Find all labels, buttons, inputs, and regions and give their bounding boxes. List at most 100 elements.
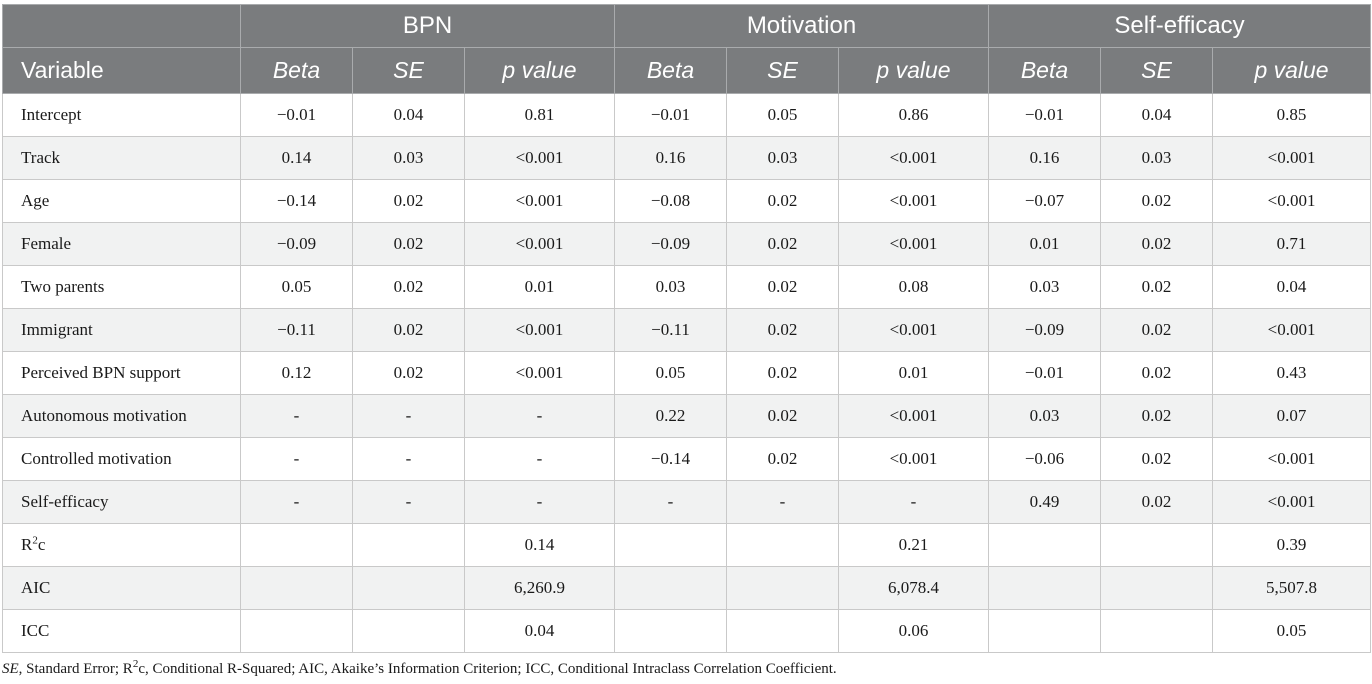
table-cell [240,609,353,653]
table-cell: −0.09 [988,308,1102,352]
table-cell: 0.02 [352,265,465,309]
table-cell: 0.03 [726,136,840,180]
table-cell [614,523,728,567]
table-cell: −0.06 [988,437,1102,481]
table-cell: 0.16 [614,136,728,180]
table-row: Controlled motivation - - - −0.14 0.02 <0.001−… [2,437,1372,481]
table-cell: 0.06 [838,609,990,653]
table-cell: 5,507.8 [1212,566,1372,610]
table-cell: 0.02 [726,437,840,481]
row-label-superscript: 2 [32,534,38,547]
table-cell: <0.001 [838,437,990,481]
table-cell: <0.001 [838,308,990,352]
table-cell: 0.02 [726,308,840,352]
table-cell: −0.09 [614,222,728,266]
table-cell: −0.09 [240,222,353,266]
table-cell: - [240,437,353,481]
table-cell: <0.001 [1212,437,1372,481]
table-cell: - [614,480,728,524]
table-row: Two parents 0.05 0.02 0.01 0.03 0.02 0.08 0.03 0… [2,265,1372,309]
table-cell: - [352,394,465,438]
row-label: Autonomous motivation [2,394,241,438]
table-cell: - [463,480,616,524]
table-footnote: SE, Standard Error; R2c, Conditional R-S… [2,659,837,678]
table-cell: −0.01 [988,351,1102,395]
p-value-column-header: p value [838,47,990,94]
table-row: Perceived BPN support 0.12 0.02 <0.001 0.05 0… [2,351,1372,395]
table-cell: 0.81 [463,93,616,137]
table-cell: <0.001 [838,179,990,223]
table-cell: <0.001 [1212,179,1372,223]
table-cell: 6,260.9 [463,566,616,610]
table-cell: 0.04 [1212,265,1372,309]
footnote-se-abbr: SE [2,661,19,677]
table-cell: 0.86 [838,93,990,137]
table-cell: 0.03 [988,265,1102,309]
row-label: Two parents [2,265,241,309]
table-cell: 0.04 [352,93,465,137]
table-cell: <0.001 [838,136,990,180]
table-cell: 0.12 [240,351,353,395]
table-row: Track 0.14 0.03 <0.001 0.16 0.03 <0.001 0.16 0.0… [2,136,1372,180]
table-cell: <0.001 [463,222,616,266]
table-row: Female −0.09 0.02 <0.001 −0.09 0.02 <0.001 0.01… [2,222,1372,266]
table-cell: <0.001 [1212,480,1372,524]
beta-column-header: Beta [988,47,1102,94]
table-cell: 0.07 [1212,394,1372,438]
row-label: Female [2,222,241,266]
table-cell: −0.08 [614,179,728,223]
table-row: Autonomous motivation - - -0.22 0.02 <0.001 0.… [2,394,1372,438]
table-cell: <0.001 [838,222,990,266]
table-cell: 0.03 [988,394,1102,438]
table-cell: 0.02 [726,394,840,438]
table-cell: 0.02 [726,222,840,266]
table-cell: 6,078.4 [838,566,990,610]
table-cell: 0.02 [726,351,840,395]
table-cell: 0.05 [240,265,353,309]
table-cell: 0.02 [352,351,465,395]
table-cell [1100,609,1214,653]
se-column-header: SE [352,47,465,94]
table-cell: - [838,480,990,524]
p-value-column-header: p value [463,47,616,94]
table-cell [614,566,728,610]
table-cell: 0.14 [463,523,616,567]
table-body: Intercept −0.01 0.04 0.81 −0.01 0.05 0.86 −0.01… [2,93,1372,653]
table-cell: 0.04 [463,609,616,653]
table-cell: 0.03 [614,265,728,309]
table-cell [1100,566,1214,610]
table-cell [988,566,1102,610]
table-cell: - [463,394,616,438]
beta-column-header: Beta [240,47,353,94]
table-cell [614,609,728,653]
table-cell [352,609,465,653]
table-cell: - [352,480,465,524]
table-cell: 0.03 [352,136,465,180]
table-cell [988,609,1102,653]
table-cell [726,566,840,610]
table-cell: 0.02 [726,265,840,309]
table-cell: <0.001 [838,394,990,438]
table-row: R2c 0.14 0.21 0.39 [2,523,1372,567]
table-cell: 0.02 [352,308,465,352]
table-row: ICC 0.04 0.06 0.05 [2,609,1372,653]
table-cell: 0.05 [726,93,840,137]
row-label-text: c [37,535,46,554]
row-label: Immigrant [2,308,241,352]
row-label: R2c [2,523,241,567]
row-label: Controlled motivation [2,437,241,481]
table-cell: - [352,437,465,481]
row-label: Self-efficacy [2,480,241,524]
table-row: Immigrant −0.11 0.02 <0.001 −0.11 0.02 <0.001−… [2,308,1372,352]
table-cell: −0.01 [614,93,728,137]
table-cell: 0.02 [1100,308,1214,352]
se-column-header: SE [726,47,840,94]
table-cell: 0.02 [1100,222,1214,266]
table-cell: 0.02 [1100,394,1214,438]
table-row: Intercept −0.01 0.04 0.81 −0.01 0.05 0.86 −0.01… [2,93,1372,137]
row-label: Intercept [2,93,241,137]
table-cell: 0.02 [1100,265,1214,309]
table-cell: 0.49 [988,480,1102,524]
table-cell: 0.05 [1212,609,1372,653]
table-cell: −0.01 [988,93,1102,137]
